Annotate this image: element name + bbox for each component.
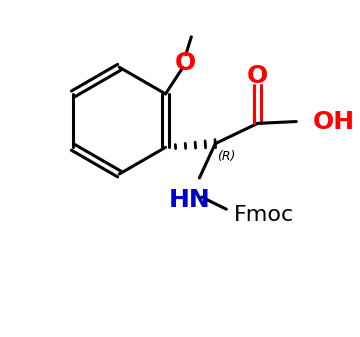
Text: (R): (R) bbox=[217, 150, 235, 163]
Text: HN: HN bbox=[168, 188, 210, 212]
Text: O: O bbox=[175, 51, 197, 74]
Text: O: O bbox=[247, 63, 268, 88]
Text: Fmoc: Fmoc bbox=[234, 206, 294, 225]
Text: OH: OH bbox=[313, 110, 355, 133]
